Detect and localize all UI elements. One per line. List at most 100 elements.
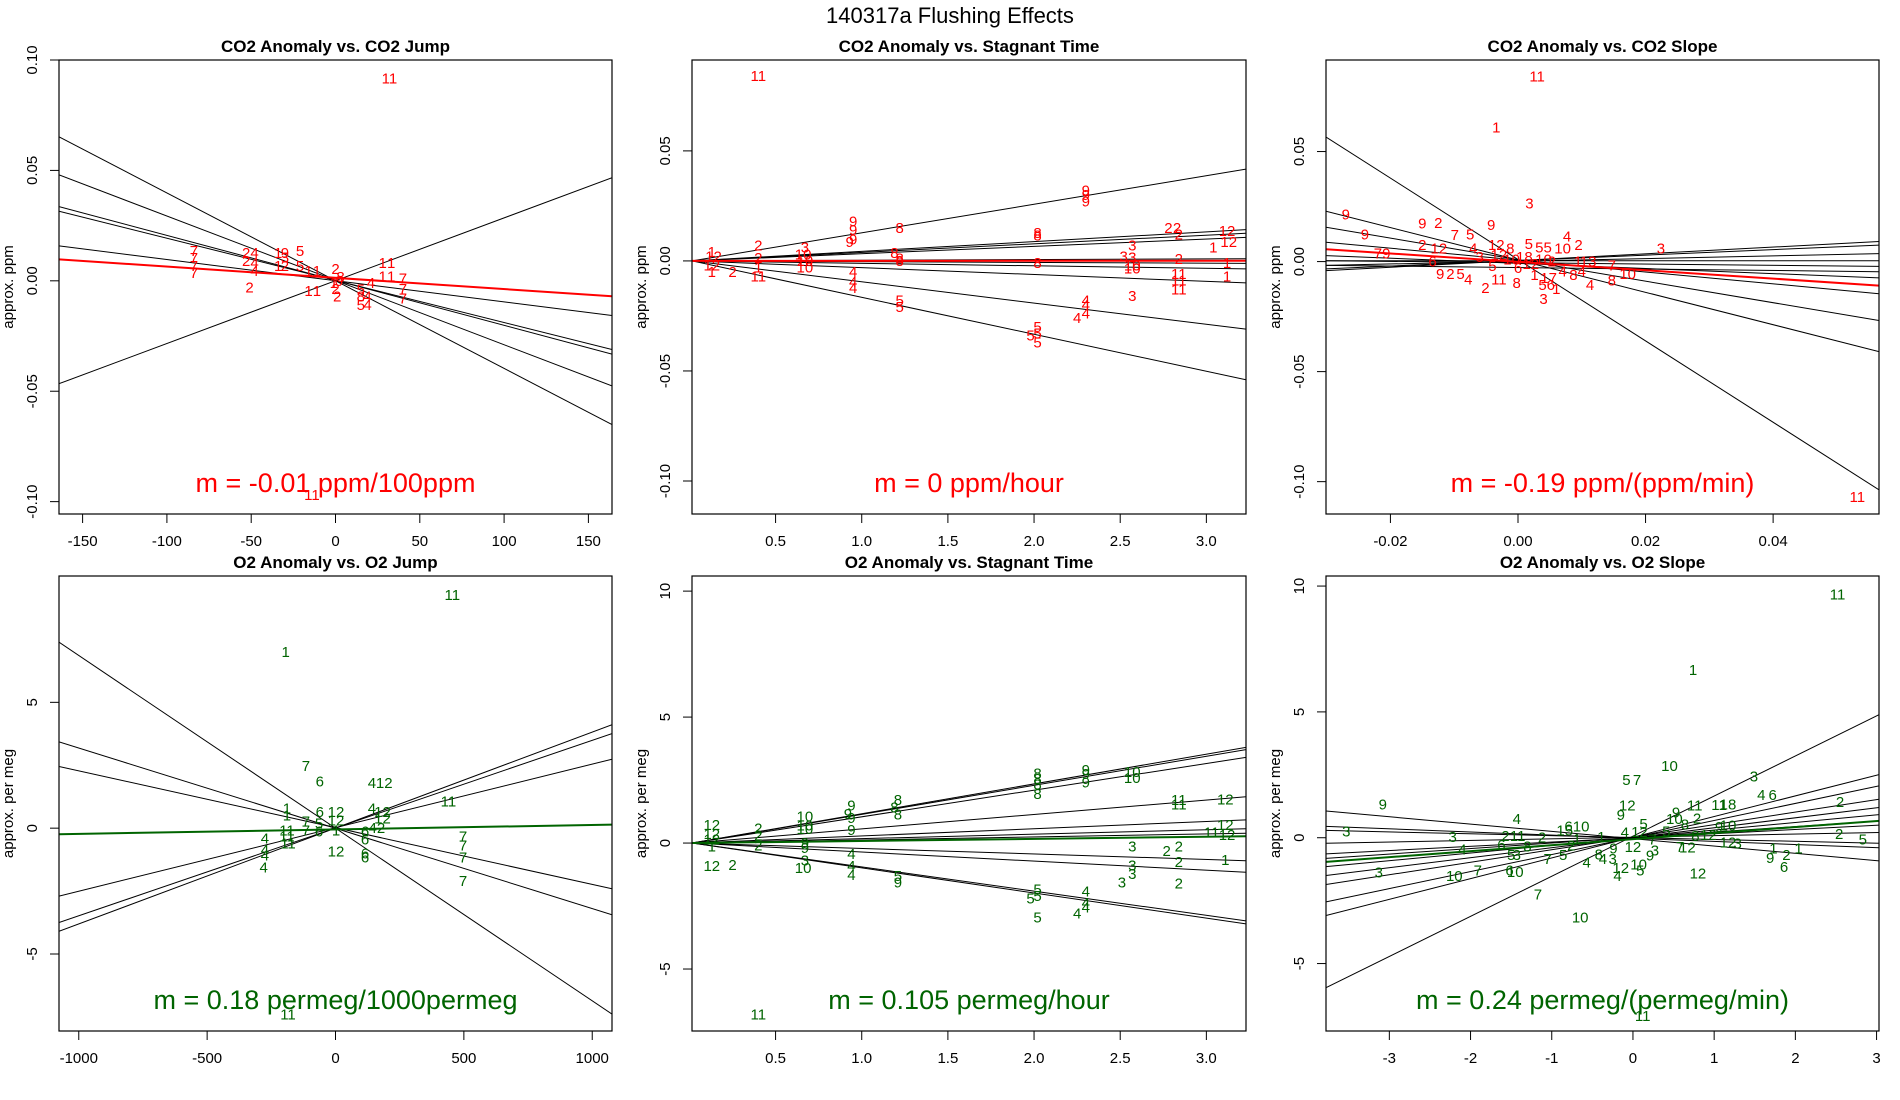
data-point-label: 1	[1769, 840, 1777, 857]
data-point-label: 7	[302, 814, 310, 831]
data-point-label: 9	[847, 810, 855, 827]
data-point-label: 7	[302, 823, 310, 840]
x-tick-label: 2.0	[1024, 1050, 1045, 1067]
data-point-label: 10	[797, 260, 814, 277]
data-point-label: 9	[847, 822, 855, 839]
y-tick-label: 10	[1291, 578, 1308, 595]
y-tick-label: 0.00	[24, 266, 41, 295]
data-point-label: 6	[361, 849, 369, 866]
data-point-label: 1	[274, 258, 282, 275]
data-point-label: 2	[1835, 826, 1843, 843]
x-tick-label: 3.0	[1196, 533, 1217, 550]
group-fit-line	[1326, 136, 1879, 491]
data-point-label: 8	[1033, 786, 1041, 803]
data-point-label: 2	[754, 238, 762, 255]
data-point-label: 5	[1622, 772, 1630, 789]
data-point-label: 5	[357, 297, 365, 314]
data-point-label: 2	[1175, 854, 1183, 871]
panel-co2-vs-stagnant: CO2 Anomaly vs. Stagnant Time approx. ppm…	[633, 37, 1247, 550]
group-fit-line	[1326, 774, 1879, 916]
data-point-label: 10	[1535, 251, 1552, 268]
data-point-label: 6	[315, 823, 323, 840]
data-point-label: 2	[728, 264, 736, 281]
data-point-label: 9	[849, 222, 857, 239]
data-point-label: 11	[1204, 824, 1220, 841]
data-point-label: 1	[274, 245, 282, 262]
y-tick-label: 0.05	[1291, 137, 1308, 166]
data-point-label: 11	[751, 68, 767, 85]
x-tick-label: 1.5	[937, 1050, 958, 1067]
data-point-label: 4	[368, 775, 376, 792]
data-point-label: 1	[283, 808, 291, 825]
y-axis-label: approx. ppm	[0, 245, 17, 328]
data-point-label: 13	[1580, 254, 1597, 271]
data-point-label: 4	[847, 846, 855, 863]
data-point-label: 12	[1720, 834, 1737, 851]
data-point-label: 3	[1539, 291, 1547, 308]
data-point-label: 4	[261, 842, 269, 859]
plot-frame	[58, 59, 613, 515]
x-tick-label: 3	[1872, 1050, 1880, 1067]
panel-title: CO2 Anomaly vs. Stagnant Time	[839, 37, 1100, 56]
data-point-label: 2	[1418, 237, 1426, 254]
data-point-label: 8	[1523, 838, 1531, 855]
data-point-label: 9	[1082, 187, 1090, 204]
data-point-label: 7	[302, 758, 310, 775]
y-tick-label: 0	[657, 839, 674, 847]
data-point-label: 9	[1672, 804, 1680, 821]
x-tick-label: -150	[68, 533, 98, 550]
data-point-label: 12	[1488, 237, 1505, 254]
data-point-label: 1	[379, 268, 387, 285]
data-point-label: 3	[1608, 851, 1616, 868]
x-tick-label: -100	[152, 533, 182, 550]
data-point-label: 11	[441, 794, 457, 811]
data-point-label: 8	[1691, 828, 1699, 845]
x-tick-label: 150	[576, 533, 601, 550]
group-fit-line	[692, 236, 1246, 262]
data-point-label: 9	[894, 875, 902, 892]
data-point-label: 8	[895, 251, 903, 268]
data-point-label: 11	[279, 823, 295, 840]
data-point-label: 3	[1513, 847, 1521, 864]
data-point-label: 12	[1619, 798, 1636, 815]
overall-fit-line	[59, 823, 612, 836]
data-point-label: 1	[708, 839, 716, 856]
data-point-label: 5	[1507, 847, 1515, 864]
data-point-label: 10	[795, 246, 812, 263]
data-point-label: 12	[1217, 817, 1234, 834]
data-point-label: 2	[1574, 237, 1582, 254]
x-tick-label: 1.5	[937, 533, 958, 550]
data-point-label: 8	[1608, 273, 1616, 290]
data-point-label: 11	[751, 268, 767, 285]
y-tick-label: -5	[24, 947, 41, 960]
data-point-label: 9	[1436, 266, 1444, 283]
data-point-label: 2	[1163, 843, 1171, 860]
data-point-label: 9	[1082, 775, 1090, 792]
panel-co2-vs-slope: CO2 Anomaly vs. CO2 Slope approx. ppm -0.0…	[1267, 37, 1880, 550]
data-point-label: 2	[1782, 847, 1790, 864]
data-point-label: 6	[316, 774, 324, 791]
data-point-label: 5	[1488, 258, 1496, 275]
data-point-label: 9	[281, 245, 289, 262]
data-point-label: 3	[1128, 866, 1136, 883]
data-point-label: 8	[894, 806, 902, 823]
data-point-label: 8	[890, 799, 898, 816]
data-point-label: 11	[1850, 489, 1866, 506]
data-point-label: 10	[1554, 240, 1571, 257]
data-point-label: 11	[1711, 797, 1727, 814]
y-tick-label: -5	[657, 962, 674, 975]
group-fit-line	[1326, 244, 1879, 270]
data-point-label: 2	[728, 857, 736, 874]
data-point-label: 3	[1525, 196, 1533, 213]
data-point-label: 12	[374, 811, 391, 828]
y-tick-label: 10	[657, 583, 674, 600]
x-tick-label: 2	[1791, 1050, 1799, 1067]
data-point-label: 12	[1220, 234, 1237, 251]
data-point-label: 1	[1689, 662, 1697, 679]
data-point-label: 3	[281, 249, 289, 266]
data-point-label: 10	[1572, 909, 1589, 926]
data-point-label: 5	[895, 299, 903, 316]
group-fit-line	[692, 232, 1246, 262]
data-point-label: 6	[1768, 787, 1776, 804]
